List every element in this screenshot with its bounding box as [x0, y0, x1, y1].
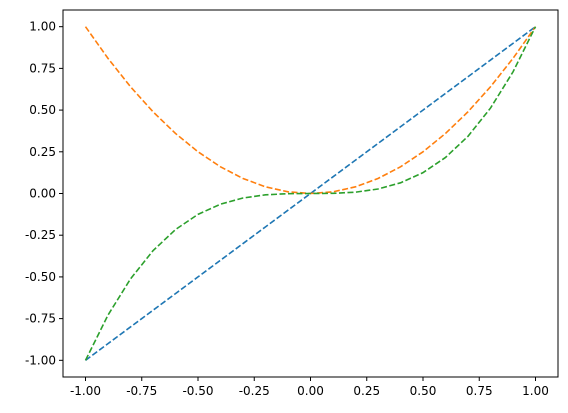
y-tick-label: 0.75 — [29, 61, 56, 75]
x-tick-label: 0.50 — [410, 384, 437, 398]
x-tick-label: 1.00 — [522, 384, 549, 398]
x-tick-label: 0.25 — [353, 384, 380, 398]
series-layer — [84, 26, 537, 361]
x-tick-label: -0.25 — [239, 384, 270, 398]
y-tick-label: 0.00 — [29, 187, 56, 201]
y-tick-label: 0.50 — [29, 103, 56, 117]
x-tick-label: 0.75 — [466, 384, 493, 398]
y-tick-label: 1.00 — [29, 20, 56, 34]
x-tick-label: 0.00 — [297, 384, 324, 398]
y-tick-label: -0.25 — [25, 228, 56, 242]
y-tick-label: -1.00 — [25, 353, 56, 367]
series-line-3 — [84, 26, 537, 361]
y-tick-label: 0.25 — [29, 145, 56, 159]
plot-area — [62, 9, 559, 378]
y-tick-label: -0.50 — [25, 270, 56, 284]
x-tick-label: -1.00 — [70, 384, 101, 398]
x-tick-label: -0.75 — [126, 384, 157, 398]
y-tick-label: -0.75 — [25, 312, 56, 326]
x-axis: -1.00 -0.75 -0.50 -0.25 0.00 0.25 0.50 0.75 1.00 — [70, 377, 549, 398]
x-tick-label: -0.50 — [182, 384, 213, 398]
y-axis: -1.00 -0.75 -0.50 -0.25 0.00 0.25 0.50 0.75 1.00 — [25, 20, 63, 367]
